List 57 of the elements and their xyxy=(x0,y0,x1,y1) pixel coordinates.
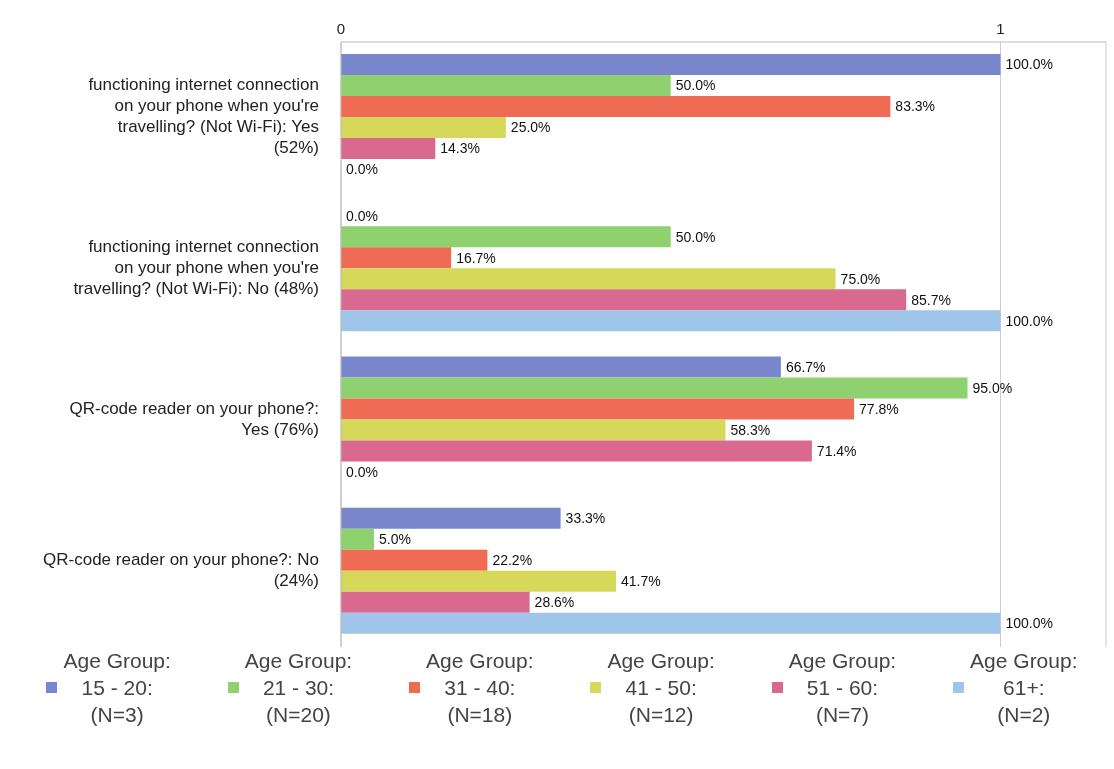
x-tick-label: 0 xyxy=(336,20,346,37)
data-label: 25.0% xyxy=(510,119,551,136)
bar xyxy=(341,138,436,159)
bar xyxy=(341,75,671,96)
data-label: 22.2% xyxy=(492,552,533,569)
bar xyxy=(341,591,530,613)
bar xyxy=(341,289,907,311)
legend-label: Age Group: 51 - 60: (N=7) xyxy=(788,648,897,728)
legend-label: Age Group: 31 - 40: (N=18) xyxy=(426,648,534,728)
bar xyxy=(341,96,891,117)
bar xyxy=(341,549,488,571)
data-label: 66.7% xyxy=(785,358,826,375)
data-label: 100.0% xyxy=(1005,56,1053,73)
bar xyxy=(341,226,671,248)
data-label: 0.0% xyxy=(346,161,378,178)
bar xyxy=(341,54,1001,75)
bar xyxy=(341,419,726,441)
y-tick-label: functioning internet connection on your phone when you're travelling? (Not Wi-Fi): Yes (52%) xyxy=(88,75,319,158)
data-label: 28.6% xyxy=(534,594,575,611)
data-label: 0.0% xyxy=(346,207,378,224)
data-label: 71.4% xyxy=(816,442,857,459)
legend-label: Age Group: 21 - 30: (N=20) xyxy=(244,648,353,728)
y-tick-label: QR-code reader on your phone?: Yes (76%) xyxy=(69,399,319,440)
data-label: 16.7% xyxy=(456,249,496,266)
data-label: 75.0% xyxy=(840,270,881,287)
data-label: 83.3% xyxy=(895,98,936,115)
bar xyxy=(341,507,561,529)
data-label: 58.3% xyxy=(730,421,771,438)
bar xyxy=(341,247,452,269)
legend-label: Age Group: 15 - 20: (N=3) xyxy=(63,648,171,728)
bar xyxy=(341,356,781,378)
y-tick-label: functioning internet connection on your phone when you're travelling? (Not Wi-Fi): No (48%) xyxy=(73,237,319,299)
bar xyxy=(341,310,1001,332)
bar xyxy=(341,440,812,462)
data-label: 95.0% xyxy=(972,379,1013,396)
bar xyxy=(341,612,1001,634)
bar xyxy=(341,398,855,420)
bar xyxy=(341,117,506,138)
data-label: 50.0% xyxy=(675,228,716,245)
data-label: 41.7% xyxy=(621,573,661,590)
data-label: 100.0% xyxy=(1005,312,1053,329)
data-label: 77.8% xyxy=(859,400,899,417)
bar xyxy=(341,570,616,592)
bar xyxy=(341,377,968,399)
data-label: 33.3% xyxy=(565,510,606,527)
legend-label: Age Group: 61+: (N=2) xyxy=(970,648,1078,728)
bar xyxy=(341,528,374,550)
data-label: 0.0% xyxy=(346,463,378,480)
bar xyxy=(341,268,836,290)
data-label: 100.0% xyxy=(1005,615,1053,632)
y-tick-label: QR-code reader on your phone?: No (24%) xyxy=(43,550,319,591)
legend-label: Age Group: 41 - 50: (N=12) xyxy=(607,648,715,728)
data-label: 5.0% xyxy=(378,531,411,548)
data-label: 50.0% xyxy=(675,77,716,94)
data-label: 85.7% xyxy=(911,291,951,308)
x-tick-label: 1 xyxy=(996,20,1005,37)
data-label: 14.3% xyxy=(440,140,481,157)
